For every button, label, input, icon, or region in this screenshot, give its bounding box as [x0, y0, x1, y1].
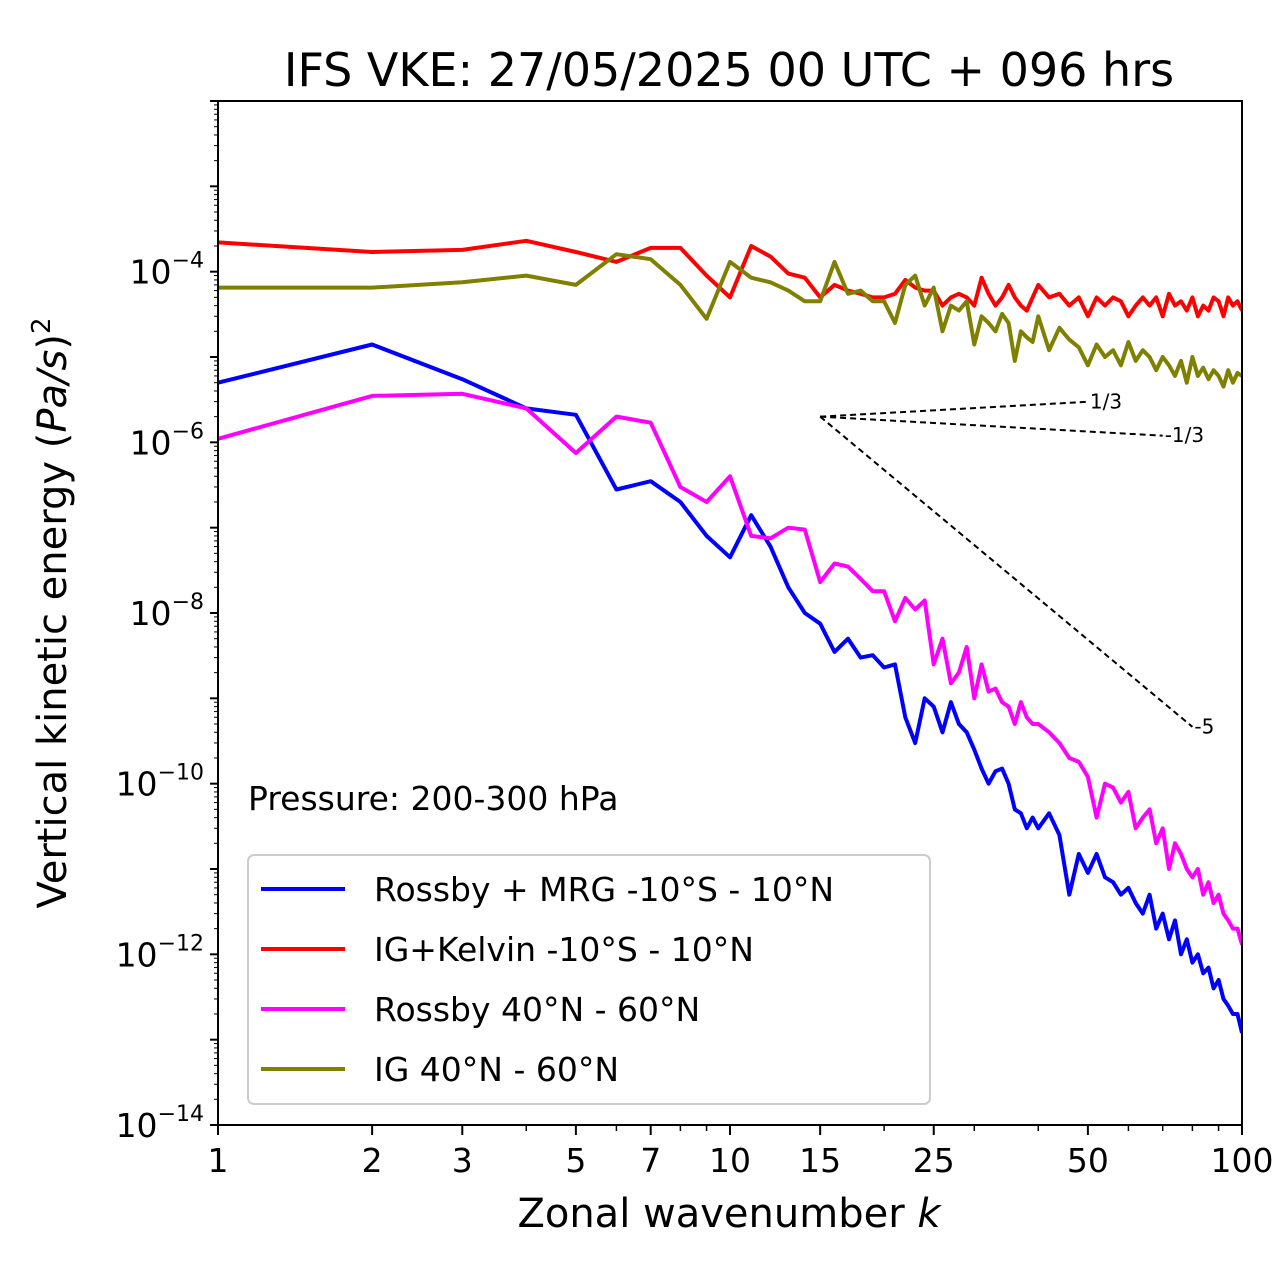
y-tick-label: 10−8	[130, 590, 204, 633]
x-tick-label: 15	[799, 1141, 841, 1180]
x-tick-label: 10	[709, 1141, 751, 1180]
reference-line-3	[819, 415, 1194, 728]
legend-label-2: IG+Kelvin -10°S - 10°N	[374, 930, 754, 969]
y-axis-ticks: 10−4 10−6 10−8 10−10 10−12 10−14	[116, 100, 218, 1145]
x-axis-label-variable: k	[917, 1191, 942, 1237]
y-tick-label: 10−14	[116, 1102, 204, 1145]
x-axis-ticks: 1 2 3 5 7 10 15 25 50 100	[208, 1125, 1274, 1180]
y-tick-label: 10−4	[130, 249, 204, 292]
x-tick-label: 100	[1211, 1141, 1274, 1180]
x-tick-label: 7	[640, 1141, 661, 1180]
x-tick-label: 2	[362, 1141, 383, 1180]
legend-box	[247, 854, 931, 1105]
legend-label-4: IG 40°N - 60°N	[374, 1050, 619, 1089]
reference-line-label-1: 1/3	[1090, 389, 1122, 413]
chart-title: IFS VKE: 27/05/2025 00 UTC + 096 hrs	[284, 43, 1174, 97]
series-line-4	[218, 252, 1242, 389]
y-axis-label-text: Vertical kinetic energy (	[30, 433, 76, 909]
reference-lines-layer: 1/3 -1/3 -5	[819, 389, 1214, 738]
x-tick-label: 3	[452, 1141, 473, 1180]
series-line-3	[218, 391, 1242, 946]
pressure-annotation: Pressure: 200-300 hPa	[248, 779, 618, 818]
y-axis-label-close: )	[30, 334, 76, 350]
reference-line-1	[820, 400, 1088, 418]
series-layer	[218, 238, 1242, 1034]
x-tick-label: 1	[208, 1141, 229, 1180]
legend: Rossby + MRG -10°S - 10°N IG+Kelvin -10°S…	[247, 854, 931, 1105]
y-axis-label: Vertical kinetic energy (Pa/s)2	[27, 318, 76, 909]
series-line-2	[218, 238, 1242, 319]
series-line-1	[218, 342, 1242, 1034]
y-tick-label: 10−12	[116, 931, 204, 974]
legend-label-3: Rossby 40°N - 60°N	[374, 990, 700, 1029]
y-axis-label-variable: Pa/s	[30, 350, 76, 433]
x-tick-label: 5	[565, 1141, 586, 1180]
reference-line-label-3: -5	[1194, 714, 1214, 738]
x-tick-label: 50	[1067, 1141, 1109, 1180]
y-tick-label: 10−10	[116, 761, 204, 804]
x-axis-label-text: Zonal wavenumber	[517, 1191, 917, 1237]
x-tick-label: 25	[913, 1141, 955, 1180]
reference-line-2	[820, 415, 1163, 437]
x-axis-label: Zonal wavenumber k	[517, 1191, 942, 1237]
y-tick-label: 10−6	[130, 419, 204, 462]
reference-line-label-2: -1/3	[1165, 423, 1204, 447]
y-axis-label-exponent: 2	[27, 318, 57, 335]
legend-label-1: Rossby + MRG -10°S - 10°N	[374, 870, 834, 909]
